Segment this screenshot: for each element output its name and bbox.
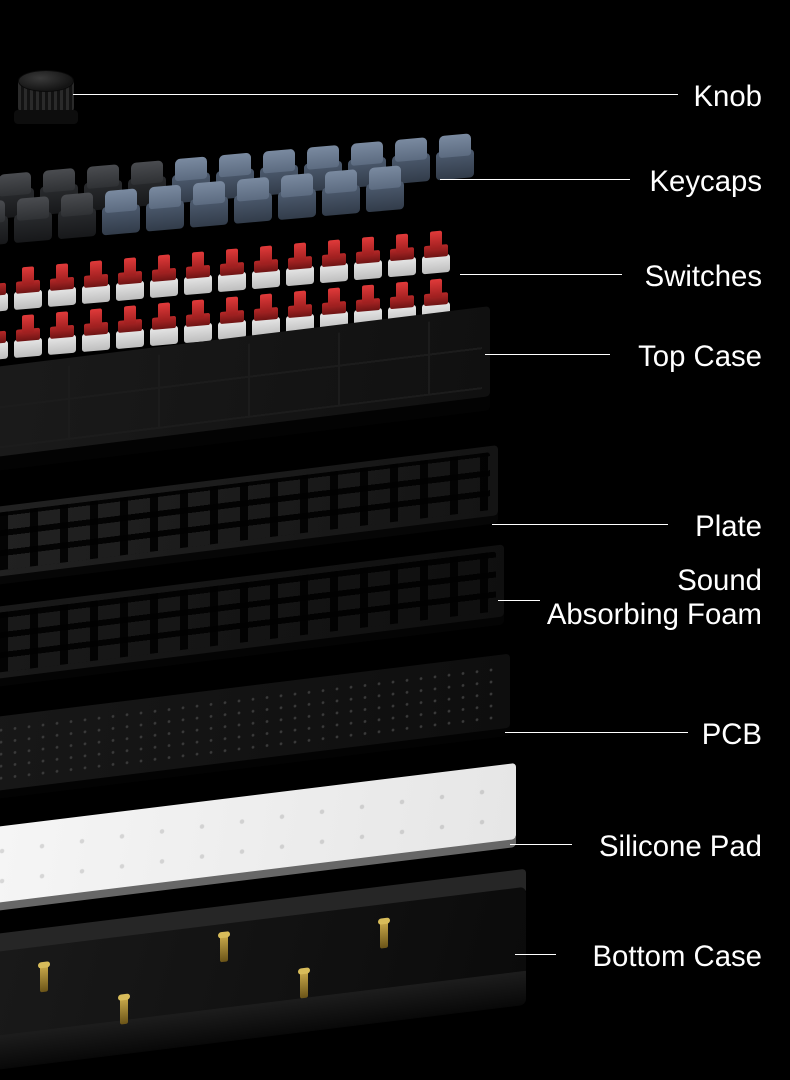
label-silicone: Silicone Pad: [599, 830, 762, 864]
leader-bottom_case: [515, 954, 556, 955]
leader-silicone: [510, 844, 572, 845]
leader-plate: [492, 524, 668, 525]
exploded-view-stage: Knob Keycaps Switches Top Case Plate Sound Ab…: [0, 0, 790, 1080]
layer-bottom-case: [0, 887, 526, 1043]
label-bottom_case: Bottom Case: [592, 940, 762, 974]
standoff: [300, 971, 308, 998]
leader-pcb: [505, 732, 688, 733]
standoff: [380, 922, 388, 949]
label-plate: Plate: [695, 510, 762, 544]
leader-foam: [498, 600, 540, 601]
leader-knob: [73, 94, 678, 95]
label-foam: Sound Absorbing Foam: [547, 564, 762, 631]
label-switches: Switches: [645, 260, 762, 294]
label-top_case: Top Case: [638, 340, 762, 374]
standoff: [120, 998, 128, 1025]
standoff: [40, 965, 48, 992]
label-keycaps: Keycaps: [650, 165, 763, 199]
leader-keycaps: [440, 179, 630, 180]
leader-top_case: [485, 354, 610, 355]
label-pcb: PCB: [702, 718, 762, 752]
knob-graphic: [18, 70, 74, 120]
label-knob: Knob: [694, 80, 763, 114]
standoff: [220, 935, 228, 962]
leader-switches: [460, 274, 622, 275]
